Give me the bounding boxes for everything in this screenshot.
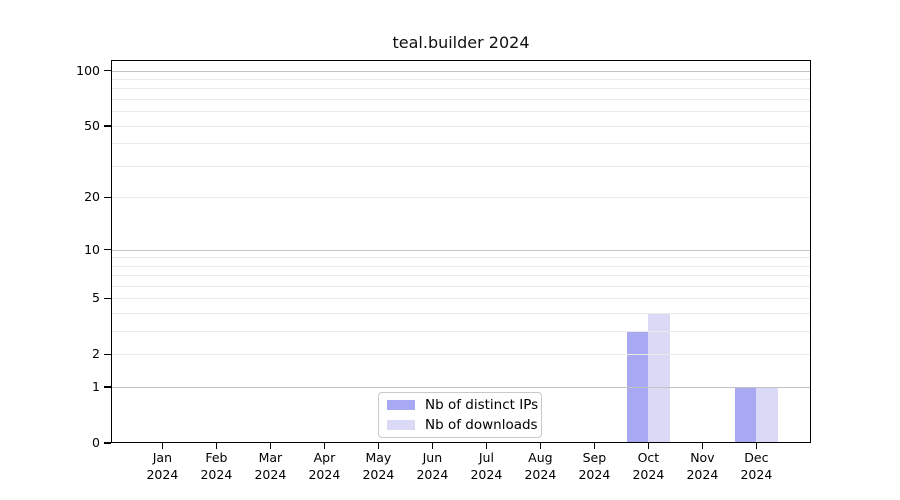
chart-title: teal.builder 2024 — [392, 33, 530, 52]
legend: Nb of distinct IPs Nb of downloads — [378, 392, 542, 438]
x-axis-tick — [323, 443, 326, 449]
y-axis-label: 1 — [92, 379, 100, 395]
y-axis-label: 5 — [92, 290, 100, 306]
x-axis-tick — [755, 443, 758, 449]
minor-gridline — [111, 79, 811, 81]
x-axis-tick — [485, 443, 488, 449]
legend-swatch-distinct-ips-icon — [387, 399, 415, 411]
y-axis-label: 50 — [84, 117, 100, 133]
x-axis-tick — [647, 443, 650, 449]
major-gridline — [111, 70, 811, 72]
minor-gridline — [111, 111, 811, 113]
legend-item-downloads: Nb of downloads — [387, 417, 538, 433]
minor-gridline — [111, 265, 811, 267]
y-axis-tick — [104, 297, 111, 300]
bar-distinct-ips-dec — [734, 387, 757, 443]
minor-gridline — [111, 125, 811, 127]
y-axis-tick — [104, 196, 111, 199]
major-gridline — [111, 387, 811, 389]
x-axis-tick — [377, 443, 380, 449]
x-axis-label-oct: Oct 2024 — [632, 450, 665, 482]
y-axis-tick — [104, 442, 111, 444]
x-axis-tick — [269, 443, 272, 449]
y-axis-tick — [104, 125, 111, 127]
minor-gridline — [111, 298, 811, 300]
minor-gridline — [111, 165, 811, 167]
x-axis-label-jan: Jan 2024 — [146, 450, 179, 482]
x-axis-tick — [215, 443, 218, 449]
bar-downloads-oct — [648, 313, 670, 443]
y-axis-tick — [104, 69, 111, 72]
bar-downloads-dec — [756, 387, 778, 443]
minor-gridline — [111, 354, 811, 356]
x-axis-label-feb: Feb 2024 — [200, 450, 233, 482]
minor-gridline — [111, 99, 811, 101]
x-axis-label-jul: Jul 2024 — [470, 450, 503, 482]
minor-gridline — [111, 143, 811, 145]
minor-gridline — [111, 313, 811, 315]
minor-gridline — [111, 275, 811, 277]
major-gridline — [111, 249, 811, 251]
x-axis-label-nov: Nov 2024 — [686, 450, 719, 482]
minor-gridline — [111, 88, 811, 90]
x-axis-label-may: May 2024 — [362, 450, 395, 482]
y-axis-label: 2 — [92, 346, 100, 362]
x-axis-tick — [431, 443, 434, 449]
y-axis-label: 100 — [76, 62, 100, 78]
y-axis-label: 0 — [92, 435, 100, 450]
legend-item-distinct-ips: Nb of distinct IPs — [387, 397, 538, 413]
y-axis-tick — [104, 248, 111, 251]
y-axis-label: 20 — [84, 189, 100, 205]
x-axis-tick — [539, 443, 542, 449]
x-axis-label-sep: Sep 2024 — [578, 450, 611, 482]
y-axis-tick — [104, 353, 111, 356]
minor-gridline — [111, 197, 811, 199]
x-axis-tick — [161, 443, 164, 449]
x-axis-label-aug: Aug 2024 — [524, 450, 557, 482]
minor-gridline — [111, 286, 811, 288]
minor-gridline — [111, 257, 811, 259]
x-axis-tick — [701, 443, 704, 449]
x-axis-label-mar: Mar 2024 — [254, 450, 287, 482]
minor-gridline — [111, 331, 811, 333]
x-axis-label-jun: Jun 2024 — [416, 450, 449, 482]
legend-swatch-downloads-icon — [387, 419, 415, 431]
y-axis-tick — [104, 386, 111, 388]
legend-label-downloads: Nb of downloads — [425, 417, 538, 433]
x-axis-label-dec: Dec 2024 — [740, 450, 773, 482]
x-axis-tick — [593, 443, 596, 449]
x-axis-label-apr: Apr 2024 — [308, 450, 341, 482]
y-axis-label: 10 — [84, 241, 100, 257]
legend-label-distinct-ips: Nb of distinct IPs — [425, 397, 539, 413]
plot-area — [111, 60, 811, 443]
bar-distinct-ips-oct — [626, 331, 649, 443]
